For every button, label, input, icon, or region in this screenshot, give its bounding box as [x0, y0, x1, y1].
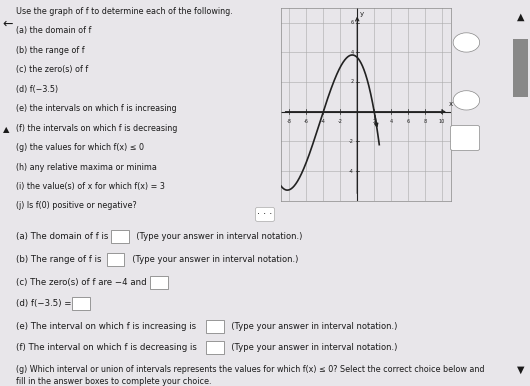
FancyBboxPatch shape [107, 253, 125, 266]
Text: 10: 10 [439, 119, 445, 124]
FancyBboxPatch shape [206, 340, 224, 354]
Text: ▲: ▲ [3, 125, 9, 134]
Text: 🔍: 🔍 [463, 40, 466, 45]
Text: -4: -4 [321, 119, 326, 124]
Text: 🔍: 🔍 [463, 98, 466, 103]
Text: (g) Which interval or union of intervals represents the values for which f(x) ≤ : (g) Which interval or union of intervals… [16, 365, 484, 374]
Text: 4: 4 [351, 50, 354, 55]
Text: (Type your answer in interval notation.): (Type your answer in interval notation.) [131, 232, 303, 241]
Text: (a) The domain of f is: (a) The domain of f is [16, 232, 108, 241]
Text: fill in the answer boxes to complete your choice.: fill in the answer boxes to complete you… [16, 377, 211, 386]
Text: (e) The interval on which f is increasing is: (e) The interval on which f is increasin… [16, 322, 196, 330]
Text: -8: -8 [287, 119, 292, 124]
Text: (f) The interval on which f is decreasing is: (f) The interval on which f is decreasin… [16, 343, 197, 352]
Text: ▼: ▼ [517, 364, 525, 374]
FancyBboxPatch shape [150, 276, 167, 289]
Text: (Type your answer in interval notation.): (Type your answer in interval notation.) [226, 322, 398, 330]
FancyBboxPatch shape [206, 320, 224, 332]
Text: y: y [360, 11, 364, 17]
Text: -2: -2 [349, 139, 354, 144]
Text: ▲: ▲ [517, 12, 525, 22]
Text: (i) the value(s) of x for which f(x) = 3: (i) the value(s) of x for which f(x) = 3 [16, 182, 165, 191]
Text: (j) Is f(0) positive or negative?: (j) Is f(0) positive or negative? [16, 201, 137, 210]
Bar [513, 39, 528, 96]
Text: (Type your answer in interval notation.): (Type your answer in interval notation.) [226, 343, 398, 352]
Text: (f) the intervals on which f is decreasing: (f) the intervals on which f is decreasi… [16, 124, 177, 132]
FancyBboxPatch shape [111, 230, 129, 243]
Text: (d) f(−3.5) =: (d) f(−3.5) = [16, 299, 71, 308]
Text: 2: 2 [351, 80, 354, 85]
Text: (c) the zero(s) of f: (c) the zero(s) of f [16, 65, 88, 74]
Text: ←: ← [3, 18, 13, 31]
Text: 6: 6 [351, 20, 354, 25]
Text: (d) f(−3.5): (d) f(−3.5) [16, 85, 58, 94]
FancyBboxPatch shape [72, 297, 90, 310]
Text: -4: -4 [349, 169, 354, 174]
Text: (b) The range of f is: (b) The range of f is [16, 255, 101, 264]
Text: (c) The zero(s) of f are −4 and: (c) The zero(s) of f are −4 and [16, 278, 146, 287]
Text: 2: 2 [373, 119, 376, 124]
Text: · · ·: · · · [258, 209, 272, 219]
Text: (a) the domain of f: (a) the domain of f [16, 26, 91, 35]
Text: -2: -2 [338, 119, 343, 124]
Text: (Type your answer in interval notation.): (Type your answer in interval notation.) [127, 255, 298, 264]
Text: 6: 6 [407, 119, 410, 124]
Text: (b) the range of f: (b) the range of f [16, 46, 84, 55]
Text: x: x [448, 101, 453, 107]
Text: -6: -6 [304, 119, 309, 124]
Text: 4: 4 [390, 119, 393, 124]
Text: (g) the values for which f(x) ≤ 0: (g) the values for which f(x) ≤ 0 [16, 143, 144, 152]
Text: Use the graph of f to determine each of the following.: Use the graph of f to determine each of … [16, 7, 233, 16]
Text: 8: 8 [423, 119, 427, 124]
Text: (h) any relative maxima or minima: (h) any relative maxima or minima [16, 163, 157, 171]
Text: (e) the intervals on which f is increasing: (e) the intervals on which f is increasi… [16, 104, 176, 113]
